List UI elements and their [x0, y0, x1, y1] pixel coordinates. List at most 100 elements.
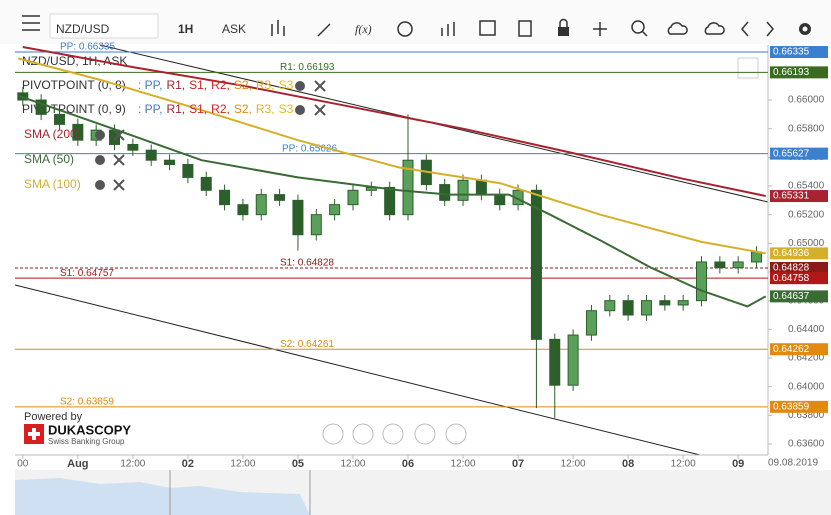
price-tag-bg [770, 46, 828, 59]
pivot-component: : PP, [138, 78, 162, 92]
candle-type-button[interactable] [271, 20, 285, 36]
play-forward[interactable] [445, 423, 467, 445]
legend-entry: SMA (200) [24, 127, 81, 141]
candle-body [585, 310, 597, 336]
candle-body [292, 199, 304, 236]
zoom-button[interactable] [631, 20, 648, 37]
play-back[interactable] [322, 423, 344, 445]
legend-remove[interactable] [314, 104, 326, 116]
candle-body [604, 300, 616, 312]
pivot-label: S1: 0.64828 [280, 258, 334, 269]
price-tag-bg [770, 261, 828, 274]
reset[interactable] [382, 423, 404, 445]
menu-button[interactable] [22, 15, 40, 31]
candle-body [310, 214, 322, 236]
x-tick-label: 02 [182, 458, 194, 470]
pivot-component: R2, [211, 102, 230, 116]
back-button[interactable] [741, 21, 749, 37]
candle-body [53, 113, 65, 125]
indicator-button[interactable] [441, 22, 455, 36]
pivot-name: PIVOTPOINT (0, 8) [22, 78, 126, 92]
upload-button[interactable] [667, 22, 688, 35]
playback [322, 423, 467, 445]
download-button[interactable] [704, 22, 725, 35]
info-button[interactable] [397, 21, 413, 37]
candle-body [182, 164, 194, 178]
candle-body [530, 189, 542, 340]
y-tick-label: 0.65800 [788, 123, 825, 134]
legend-settings[interactable] [95, 180, 105, 190]
y-tick-label: 0.63800 [788, 410, 825, 421]
price-tag: 0.64828 [773, 263, 810, 274]
pivot-components: : PP, R1, S1, R2, S2, R3, S3 [138, 78, 294, 92]
legend-remove[interactable] [314, 80, 326, 92]
trend-line [14, 284, 701, 456]
price-tag: 0.65331 [773, 191, 810, 202]
legend-settings[interactable] [95, 130, 105, 140]
candle-body [494, 194, 506, 206]
pivot-components: : PP, R1, S1, R2, S2, R3, S3 [138, 102, 294, 116]
expand-button[interactable] [737, 57, 759, 79]
pivot-label: S2: 0.64261 [280, 339, 334, 350]
cross-button[interactable] [593, 22, 607, 36]
pivot-component: : PP, [138, 102, 162, 116]
pivot-component: S2, [234, 102, 252, 116]
powered-by: Powered by [24, 411, 83, 423]
news-button[interactable] [518, 20, 532, 37]
calendar-button[interactable] [479, 20, 496, 36]
candle-body [200, 176, 212, 191]
zoom-out[interactable] [352, 423, 374, 445]
candle-body [751, 251, 763, 263]
x-tick-label: 12:00 [671, 459, 696, 470]
legend-remove[interactable] [113, 179, 125, 191]
x-tick-label: 12:00 [230, 459, 255, 470]
sma-line [17, 94, 767, 308]
period[interactable]: 1H [178, 22, 193, 36]
forward-button[interactable] [766, 21, 774, 37]
settings-button[interactable] [799, 23, 811, 35]
candle-body [127, 143, 139, 151]
pivot-component: S3 [279, 78, 294, 92]
legend-settings[interactable] [295, 105, 305, 115]
brand-sub: Swiss Banking Group [48, 437, 125, 446]
pivot-component: R1, [166, 102, 185, 116]
price-tag: 0.63859 [773, 401, 810, 412]
candle-body [439, 184, 451, 201]
legend-remove[interactable] [113, 154, 125, 166]
price-tag: 0.66193 [773, 67, 810, 78]
candle-body [659, 300, 671, 306]
y-tick-label: 0.64000 [788, 381, 825, 392]
toolbar: NZD/USD 1H ASK f(x) [0, 0, 831, 44]
zoom-in[interactable] [414, 423, 436, 445]
legend-settings[interactable] [95, 155, 105, 165]
sma-line [22, 46, 766, 197]
price-tag: 0.64936 [773, 248, 810, 259]
pivot-component: R3, [256, 78, 275, 92]
legend-settings[interactable] [295, 81, 305, 91]
lock-button[interactable] [558, 18, 569, 37]
symbol[interactable]: NZD/USD [56, 22, 110, 36]
draw-button[interactable] [317, 23, 331, 37]
pivot-component: R2, [211, 78, 230, 92]
candle-body [72, 123, 84, 141]
pivot-label: S1: 0.64757 [60, 268, 114, 279]
y-tick-label: 0.65400 [788, 181, 825, 192]
fx-button[interactable]: f(x) [355, 22, 372, 36]
candle-body [640, 300, 652, 316]
candle-body [714, 261, 726, 269]
symbol-field[interactable] [49, 13, 159, 39]
legend-entry: SMA (100) [24, 177, 81, 191]
y-tick-label: 0.64400 [788, 324, 825, 335]
candle-body [164, 159, 176, 166]
candle-body [384, 186, 396, 216]
brand-name: DUKASCOPY [48, 422, 131, 437]
x-tick-label: 09 [732, 458, 744, 470]
y-tick-label: 0.64200 [788, 353, 825, 364]
candle-body [696, 261, 708, 302]
side[interactable]: ASK [222, 22, 246, 36]
pivot-component: S2, [234, 78, 252, 92]
y-tick-label: 0.65000 [788, 238, 825, 249]
pivot-component: S3 [279, 102, 294, 116]
price-tag-bg [770, 247, 828, 260]
candle-body [677, 300, 689, 306]
